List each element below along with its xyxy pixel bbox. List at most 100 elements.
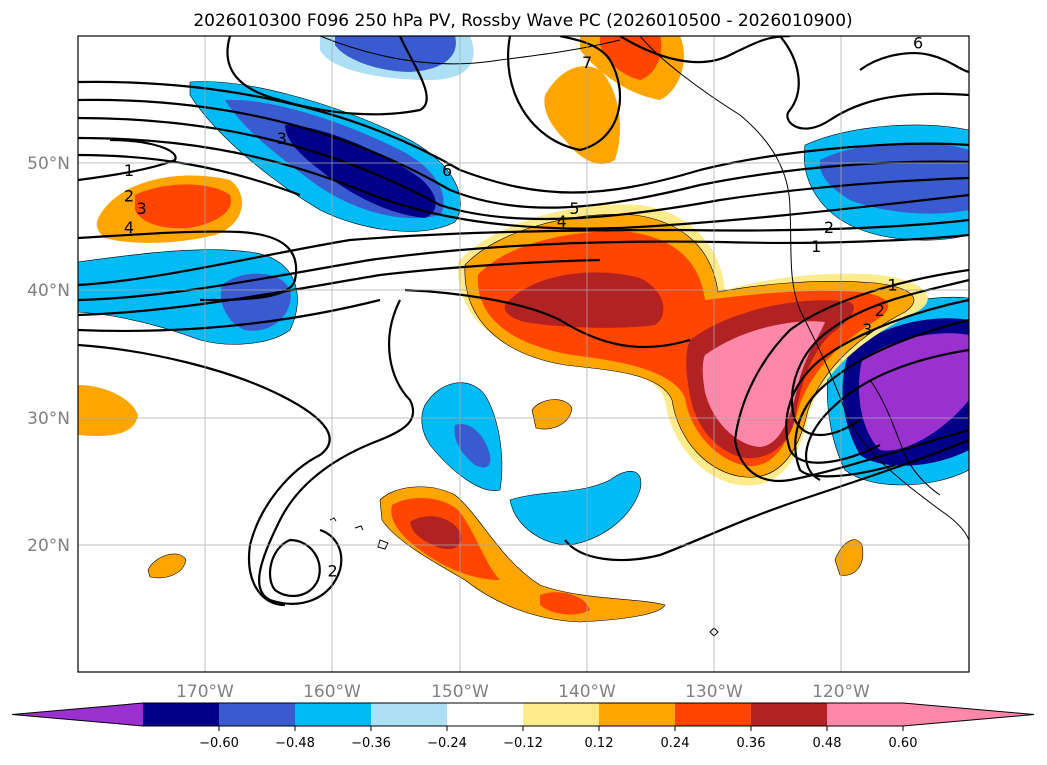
shade-neg-subtropic	[509, 471, 642, 546]
contour-label-3: 4	[124, 218, 134, 237]
contour-label-12: 1	[888, 275, 898, 294]
lat-label-20n: 20°N	[27, 536, 70, 556]
colorbar-segment-6	[599, 703, 676, 726]
shade-pos-small-1	[531, 399, 573, 430]
contour-trough-2	[785, 298, 969, 464]
contour-trough-1	[790, 278, 969, 437]
lon-label-150w: 150°W	[431, 682, 489, 702]
lat-label-40n: 40°N	[27, 281, 70, 301]
colorbar-tick-label-8: 0.48	[813, 736, 842, 751]
contour-label-7: 4	[557, 212, 567, 231]
contour-lower-5	[78, 298, 381, 333]
contour-label-15: 2	[327, 562, 337, 581]
contour-top-loop	[226, 36, 428, 116]
colorbar-segment-2	[295, 703, 372, 726]
colorbar: −0.60 −0.48 −0.36 −0.24 −0.12 0.12 0.24 0.36 0.4…	[11, 702, 1035, 751]
colorbar-tick-label-4: −0.12	[503, 736, 543, 751]
lat-label-50n: 50°N	[27, 154, 70, 174]
latitude-labels: 50°N 40°N 30°N 20°N	[27, 154, 70, 556]
contour-lower-2	[78, 218, 969, 287]
small-island	[709, 627, 719, 637]
coastline-north-america	[639, 36, 969, 541]
colorbar-segment-9	[827, 703, 904, 726]
shade-neg-baja-core	[859, 333, 969, 451]
colorbar-segment-1	[219, 703, 296, 726]
contour-5	[78, 98, 969, 209]
contour-6-north	[78, 80, 969, 194]
shade-neg-gulf-alaska-core	[285, 125, 436, 218]
lat-label-30n: 30°N	[27, 409, 70, 429]
contour-south-loop	[564, 438, 969, 562]
shade-neg-pnw-inner	[819, 142, 969, 214]
contour-label-13: 2	[875, 301, 885, 320]
contour-lower-3	[78, 233, 969, 302]
colorbar-tick-label-9: 0.60	[889, 736, 918, 751]
shade-pos-small-2	[147, 553, 187, 579]
contour-central-west	[78, 343, 331, 607]
contour-6-top-right	[859, 52, 969, 74]
colorbar-tick-label-7: 0.36	[737, 736, 766, 751]
contour-lines	[78, 36, 969, 607]
map-frame	[77, 35, 970, 673]
colorbar-segment-3	[371, 703, 448, 726]
colorbar-tick-label-0: −0.60	[199, 736, 239, 751]
shade-neg-central-pac-inner	[454, 424, 491, 468]
contour-label-5: 6	[442, 161, 452, 180]
contour-label-9: 6	[913, 34, 923, 53]
contour-bc-loop	[507, 36, 622, 152]
contour-trough-3	[794, 318, 969, 478]
contour-closed-low-2	[268, 538, 321, 598]
contour-4	[78, 116, 969, 221]
colorbar-extend-min	[12, 703, 143, 726]
contour-label-14: 3	[862, 320, 872, 339]
contour-canada-loop	[779, 36, 969, 130]
colorbar-tick-label-5: 0.12	[585, 736, 614, 751]
contour-lower-4	[78, 258, 601, 317]
lon-label-130w: 130°W	[685, 682, 743, 702]
contour-label-1: 2	[124, 186, 134, 205]
colorbar-tick-label-3: −0.24	[427, 736, 467, 751]
shade-pos-west-30n	[78, 385, 138, 436]
lon-label-170w: 170°W	[176, 682, 234, 702]
contour-lower-1	[78, 230, 298, 302]
shade-pos-alaska-inner	[600, 36, 662, 80]
coastline-alaska-south	[319, 36, 621, 65]
contour-1-west	[78, 138, 177, 182]
contour-label-0: 1	[124, 161, 134, 180]
contour-alaska-7	[619, 36, 791, 64]
contour-trough-outer	[733, 268, 969, 483]
colorbar-outline	[11, 702, 1035, 727]
contour-label-8: 7	[582, 53, 592, 72]
longitude-labels: 170°W 160°W 150°W 140°W 130°W 120°W	[176, 682, 870, 702]
colorbar-tick-label-1: −0.48	[275, 736, 315, 751]
contour-label-2: 3	[137, 199, 147, 218]
contour-trough-4	[805, 348, 969, 481]
gridlines	[78, 36, 969, 672]
contour-label-4: 3	[277, 129, 287, 148]
contour-label-11: 1	[811, 237, 821, 256]
colorbar-segment-4	[447, 703, 524, 726]
contour-3	[78, 136, 969, 230]
colorbar-tick-label-2: −0.36	[351, 736, 391, 751]
colorbar-segment-7	[675, 703, 752, 726]
shade-pos-hawaii-core	[410, 516, 462, 550]
contour-sw-extension	[404, 288, 691, 349]
shade-pos-ridge-core-pink	[702, 321, 825, 447]
colorbar-segment-8	[751, 703, 828, 726]
contour-2	[78, 153, 301, 197]
colorbar-segment-0	[143, 703, 220, 726]
contour-central-loop	[258, 299, 415, 605]
lon-label-140w: 140°W	[558, 682, 616, 702]
coastlines	[319, 36, 969, 637]
colorbar-extend-max	[903, 703, 1034, 726]
contour-label-10: 2	[824, 218, 834, 237]
shade-pos-dateline-inner	[135, 184, 231, 229]
shade-pos-hawaii-tail	[540, 592, 590, 615]
coastline-baja	[869, 379, 941, 496]
figure-title: 2026010300 F096 250 hPa PV, Rossby Wave …	[193, 11, 852, 31]
shade-neg-west-pac-inner	[220, 273, 291, 331]
colorbar-tick-label-6: 0.24	[661, 736, 690, 751]
